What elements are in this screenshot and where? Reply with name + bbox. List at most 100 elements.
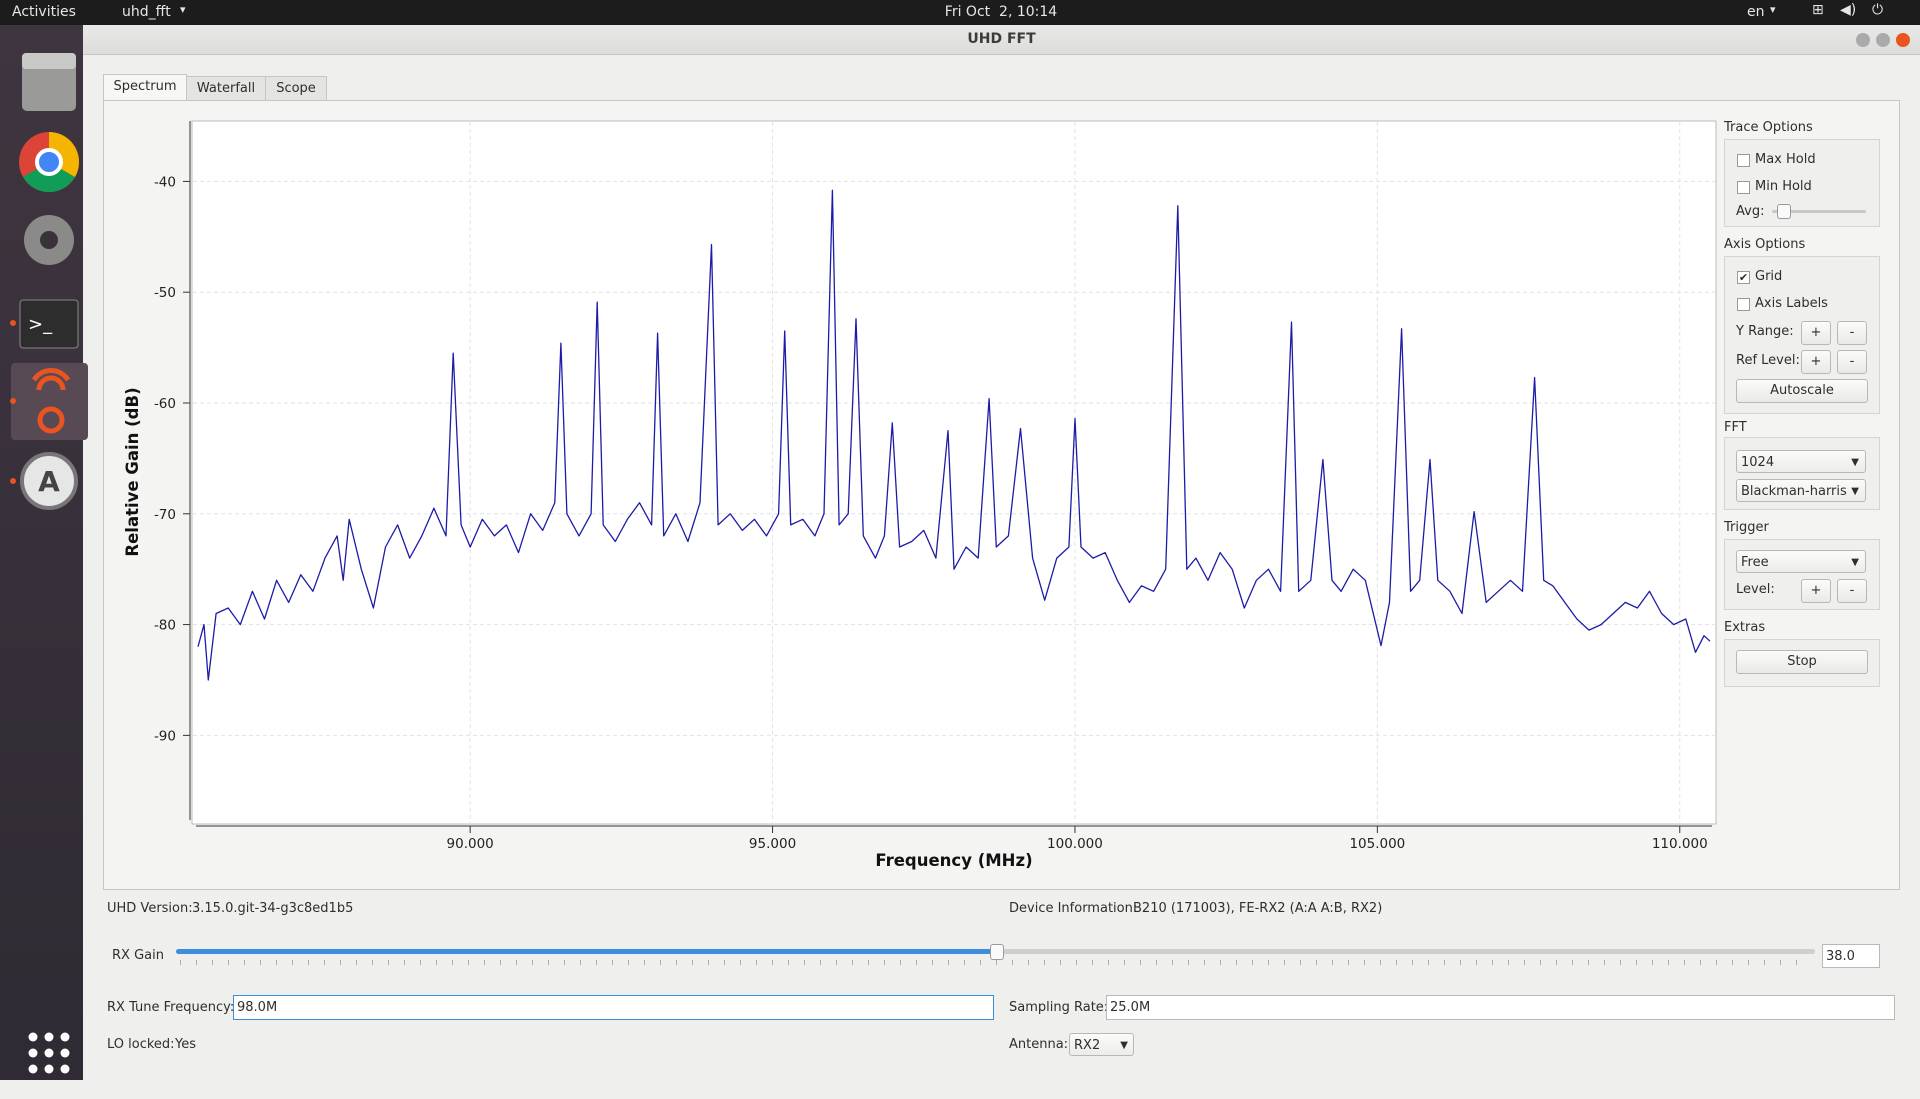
checkbox-label: Axis Labels	[1755, 296, 1828, 311]
section-title: Trigger	[1724, 520, 1769, 535]
tab[interactable]: Waterfall	[186, 76, 266, 101]
combo-box[interactable]: Blackman-harris ▼	[1736, 479, 1866, 502]
checkbox[interactable]	[1737, 181, 1750, 194]
tab[interactable]: Spectrum	[103, 74, 187, 101]
combo-arrow: ▼	[1851, 486, 1859, 497]
running-dot	[10, 320, 17, 326]
gnuradio-icon-waves	[32, 368, 71, 391]
app-menu[interactable]: uhd_fft	[122, 4, 171, 20]
text-input[interactable]: 98.0M	[233, 995, 994, 1020]
gnuradio-icon[interactable]	[37, 406, 65, 434]
gain-slider-fill	[176, 949, 997, 954]
control-label: Level:	[1736, 582, 1775, 597]
label: RX Gain	[112, 948, 164, 963]
settings-icon-hole	[40, 231, 59, 249]
button[interactable]: +	[1801, 321, 1831, 345]
running-dot	[10, 398, 17, 404]
combo-text: Blackman-harris	[1741, 484, 1847, 499]
terminal-prompt: >_	[28, 314, 53, 335]
text-input[interactable]: 25.0M	[1106, 995, 1895, 1020]
active-app-bg	[11, 363, 89, 440]
value: B210 (171003), FE-RX2 (A:A A:B, RX2)	[1133, 901, 1383, 916]
slider-label: Avg:	[1736, 204, 1765, 219]
running-dot	[10, 478, 17, 484]
gain-slider-handle[interactable]	[990, 944, 1004, 960]
combo-text: RX2	[1074, 1038, 1101, 1053]
label: Device Information:	[1009, 901, 1138, 916]
checkbox-label: Grid	[1755, 269, 1783, 284]
combo-arrow: ▼	[1120, 1040, 1128, 1051]
label: Sampling Rate:	[1009, 1000, 1109, 1015]
x-tick-label: 110.000	[1652, 836, 1708, 852]
label: RX Tune Frequency:	[107, 1000, 235, 1015]
checkbox[interactable]	[1737, 154, 1750, 167]
y-tick-label: -90	[154, 728, 176, 744]
checkbox-label: Max Hold	[1755, 152, 1816, 167]
show-apps[interactable]	[28, 1032, 70, 1074]
y-tick-label: -60	[154, 396, 176, 412]
button[interactable]: Stop	[1736, 650, 1868, 674]
y-tick-label: -80	[154, 618, 176, 634]
menu-arrow: ▾	[1770, 3, 1776, 16]
activities[interactable]: Activities	[12, 4, 76, 20]
files-icon-top	[22, 53, 77, 69]
x-axis-label: Frequency (MHz)	[875, 851, 1032, 870]
checkbox[interactable]: ✔	[1737, 271, 1750, 284]
maximize[interactable]	[1876, 33, 1890, 47]
section-title: Extras	[1724, 620, 1766, 635]
button[interactable]: Autoscale	[1736, 379, 1868, 403]
button[interactable]: -	[1837, 321, 1867, 345]
avg-slider[interactable]	[1772, 210, 1866, 213]
tab[interactable]: Scope	[265, 76, 327, 101]
checkbox-label: Min Hold	[1755, 179, 1812, 194]
power-icon[interactable]: ⏻	[1872, 2, 1884, 18]
button[interactable]: +	[1801, 579, 1831, 603]
spectrum-trace	[197, 189, 1711, 681]
y-tick-label: -40	[154, 174, 176, 190]
label: UHD Version:	[107, 901, 193, 916]
chrome-icon-part	[23, 162, 76, 193]
combo-box[interactable]: 1024 ▼	[1736, 450, 1866, 473]
checkbox[interactable]	[1737, 298, 1750, 311]
updater-icon[interactable]	[20, 452, 79, 510]
window-buttons	[1856, 33, 1910, 47]
close[interactable]	[1896, 33, 1910, 47]
clock[interactable]: Fri Oct 2, 10:14	[944, 4, 1058, 20]
x-tick-label: 90.000	[447, 836, 494, 852]
combo-text: Free	[1741, 555, 1769, 570]
network-icon[interactable]: ⊞	[1812, 2, 1824, 18]
menu-arrow: ▾	[180, 3, 186, 16]
chrome-icon-center	[35, 148, 64, 176]
slider-ticks	[180, 960, 1810, 965]
control-label: Ref Level:	[1736, 353, 1800, 368]
control-label: Y Range:	[1736, 324, 1794, 339]
button[interactable]: -	[1837, 579, 1867, 603]
section-title: Axis Options	[1724, 237, 1806, 252]
value: Yes	[175, 1037, 196, 1052]
combo-arrow: ▼	[1851, 557, 1859, 568]
gain-spinbox[interactable]: 38.0	[1822, 944, 1880, 968]
language[interactable]: en	[1747, 4, 1765, 20]
y-axis-label: Relative Gain (dB)	[123, 387, 142, 556]
combo-arrow: ▼	[1851, 457, 1859, 468]
avg-slider-handle[interactable]	[1777, 204, 1791, 219]
x-tick-label: 95.000	[749, 836, 796, 852]
y-tick-label: -70	[154, 507, 176, 523]
y-tick-label: -50	[154, 285, 176, 301]
section-title: FFT	[1724, 420, 1747, 435]
plot-canvas	[191, 120, 1717, 825]
x-tick-label: 100.000	[1047, 836, 1103, 852]
window-title: UHD FFT	[967, 31, 1036, 47]
terminal-icon[interactable]	[19, 299, 79, 349]
combo-box[interactable]: Free ▼	[1736, 550, 1866, 573]
combo-box[interactable]: RX2 ▼	[1069, 1033, 1134, 1056]
button[interactable]: +	[1801, 350, 1831, 374]
button[interactable]: -	[1837, 350, 1867, 374]
volume-icon[interactable]: ◀)	[1840, 2, 1857, 18]
dock-icons: >_ A	[10, 53, 89, 1074]
title-bar: UHD FFT	[83, 25, 1920, 55]
minimize[interactable]	[1856, 33, 1870, 47]
dock: >_ A	[0, 25, 89, 1080]
